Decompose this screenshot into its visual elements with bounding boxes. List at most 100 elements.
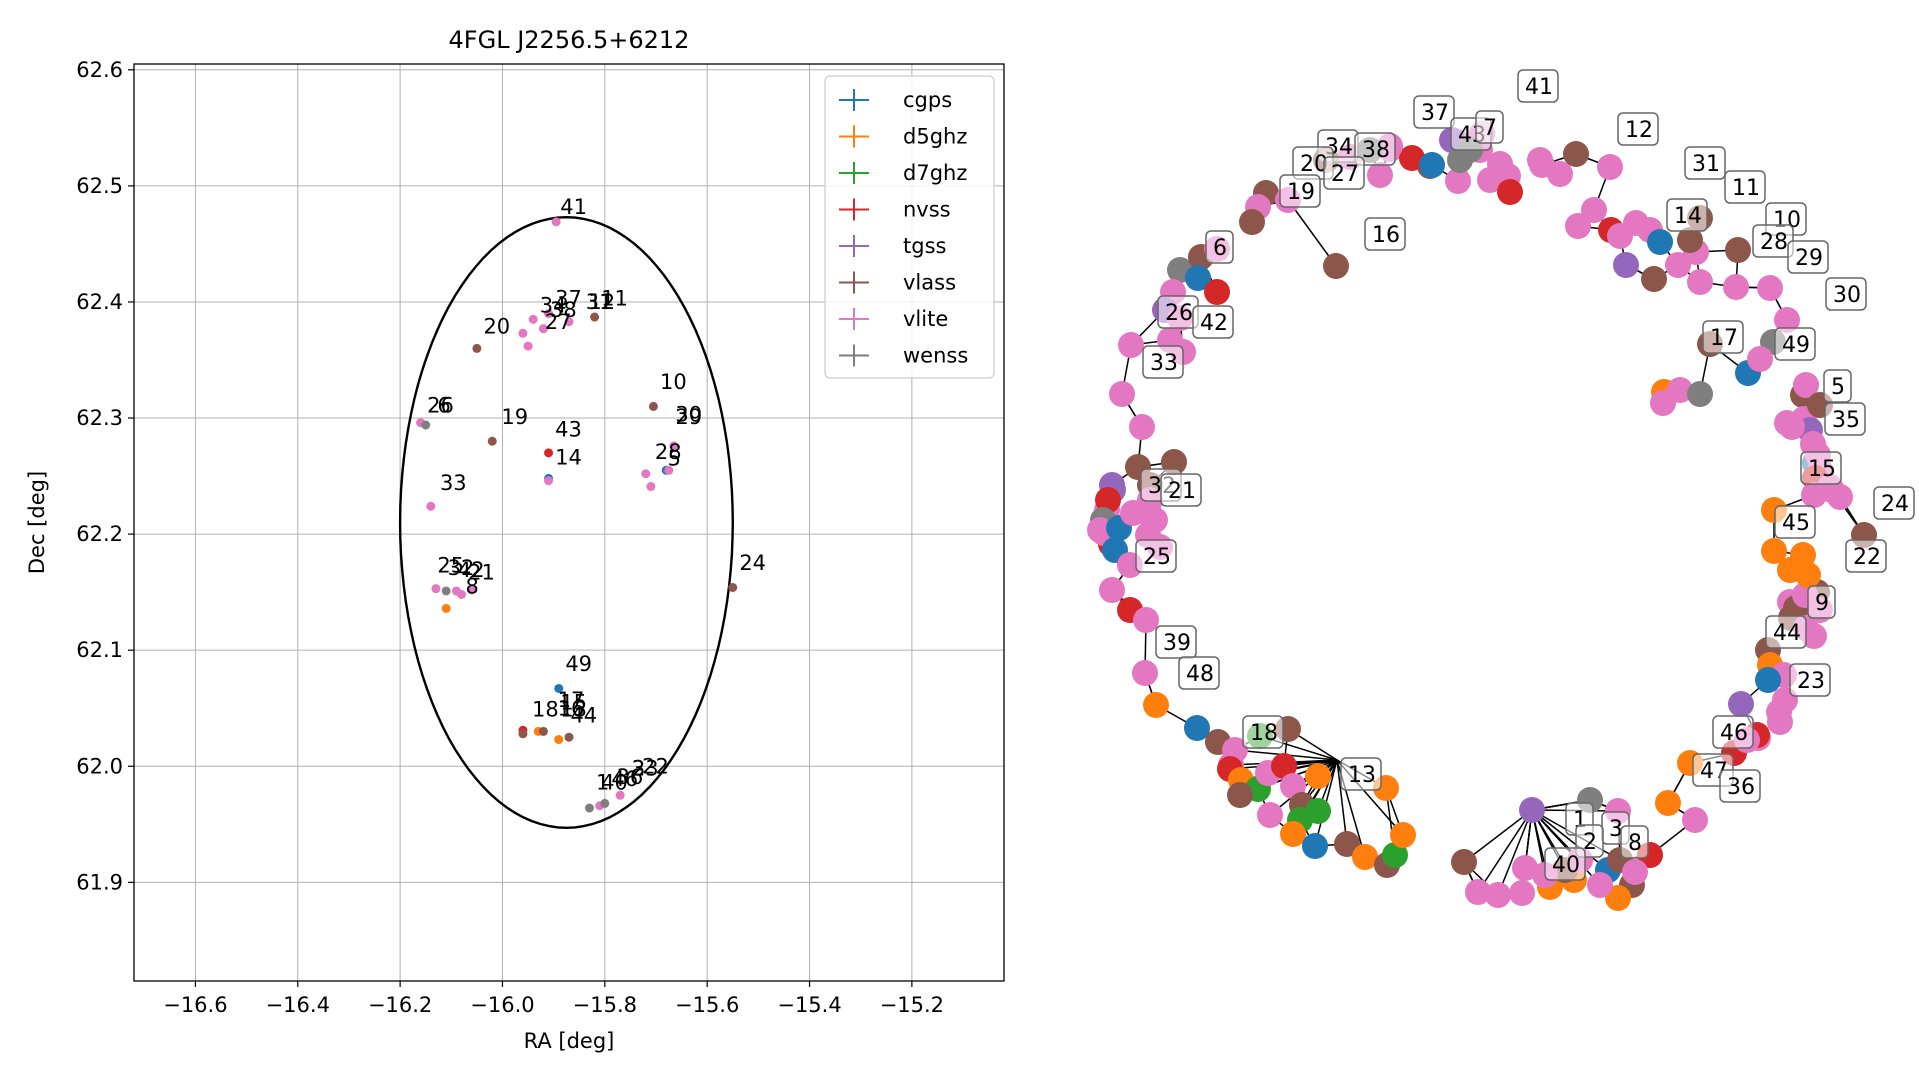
graph-node-vlass	[1334, 831, 1360, 857]
data-point-vlass	[590, 312, 600, 322]
point-label: 41	[560, 195, 587, 219]
data-point-vlite	[544, 476, 554, 486]
graph-node-d5ghz	[1143, 692, 1169, 718]
x-tick-label: −15.8	[573, 993, 637, 1017]
point-label: 1	[596, 771, 609, 795]
graph-node-d5ghz	[1761, 538, 1787, 564]
graph-node-label-box	[1824, 402, 1866, 436]
graph-node-label-box	[1666, 198, 1708, 232]
graph-node-label: 3	[1609, 817, 1623, 842]
point-label: 12	[588, 290, 615, 314]
graph-node-vlite	[1132, 660, 1158, 686]
point-label: 40	[601, 771, 628, 795]
graph-node-vlite	[1565, 213, 1591, 239]
graph-node-label-box	[1413, 95, 1455, 129]
graph-node-label-box	[1544, 847, 1586, 881]
point-label: 46	[611, 767, 638, 791]
graph-node-vlite	[1120, 500, 1146, 526]
data-point-vlite	[538, 324, 548, 334]
graph-node-vlite	[1747, 346, 1773, 372]
graph-node-vlite	[1367, 162, 1393, 188]
y-tick-label: 62.2	[76, 522, 123, 546]
graph-node-vlite	[1650, 390, 1676, 416]
graph-node-label-box	[1719, 769, 1761, 803]
graph-node-label: 31	[1692, 152, 1720, 177]
graph-node-label: 16	[1372, 223, 1400, 248]
graph-node-vlite	[1597, 154, 1623, 180]
graph-node-label-box	[1617, 112, 1659, 146]
graph-node-d5ghz	[1280, 821, 1306, 847]
point-label: 30	[675, 403, 702, 427]
graph-node-nvss	[1271, 753, 1297, 779]
graph-node-vlite	[1129, 414, 1155, 440]
graph-node-label: 40	[1552, 853, 1580, 878]
data-point-wenss	[441, 586, 451, 596]
graph-node-tgss	[1613, 252, 1639, 278]
point-label: 37	[555, 287, 582, 311]
graph-node-label: 9	[1815, 591, 1829, 616]
uncertainty-ellipse	[398, 215, 734, 830]
graph-node-label: 21	[1168, 479, 1196, 504]
x-tick-label: −16.0	[470, 993, 534, 1017]
data-point-vlite	[646, 482, 656, 492]
graph-node-label: 37	[1421, 101, 1449, 126]
point-label: 22	[642, 754, 669, 778]
legend-label: d5ghz	[903, 125, 967, 149]
graph-node-d5ghz	[1305, 763, 1331, 789]
graph-node-d5ghz	[1390, 822, 1416, 848]
graph-node-label: 5	[1831, 375, 1845, 400]
graph-node-vlass	[1563, 141, 1589, 167]
graph-node-label-box	[1323, 156, 1365, 190]
graph-node-label: 26	[1165, 301, 1193, 326]
graph-node-label: 13	[1348, 763, 1376, 788]
point-label: 17	[558, 688, 585, 712]
data-point-nvss	[544, 448, 554, 458]
graph-edge	[1497, 809, 1533, 896]
graph-edge	[1287, 199, 1337, 267]
graph-node-d5ghz	[1605, 885, 1631, 911]
data-point-vlass	[538, 726, 548, 736]
graph-node-label: 49	[1782, 333, 1810, 358]
graph-node-label: 6	[1213, 236, 1227, 261]
point-label: 18	[532, 697, 559, 721]
graph-node-wenss	[1447, 147, 1473, 173]
data-point-wenss	[584, 803, 594, 813]
legend: cgps d5ghz d7ghz nvss tgss vlass vlite wenss	[824, 75, 995, 379]
data-point-vlite	[457, 589, 467, 599]
graph-node-nvss	[1497, 179, 1523, 205]
point-label: 32	[448, 556, 475, 580]
legend-label: d7ghz	[903, 161, 967, 185]
data-point-d5ghz	[554, 735, 564, 745]
point-label: 13	[560, 697, 587, 721]
graph-node-label: 23	[1797, 669, 1825, 694]
graph-node-label: 11	[1732, 176, 1760, 201]
y-axis-label: Dec [deg]	[25, 471, 49, 574]
graph-node-label-box	[1142, 345, 1184, 379]
graph-node-wenss	[1687, 381, 1713, 407]
data-point-vlass	[487, 436, 497, 446]
point-label: 21	[468, 561, 495, 585]
graph-node-vlite	[1587, 872, 1613, 898]
y-tick-label: 62.4	[76, 290, 123, 314]
point-label: 14	[555, 446, 582, 470]
point-label: 10	[660, 370, 687, 394]
y-tick-label: 62.6	[76, 58, 123, 82]
graph-node-label-box	[1242, 715, 1284, 749]
graph-node-vlite	[1445, 168, 1471, 194]
data-point-vlass	[648, 401, 658, 411]
graph-node-label: 15	[1808, 457, 1836, 482]
graph-node-label: 19	[1287, 180, 1315, 205]
graph-node-vlite	[1682, 807, 1708, 833]
graph-node-vlite	[1109, 381, 1135, 407]
graph-node-vlite	[1779, 414, 1805, 440]
point-label: 25	[437, 554, 464, 578]
graph-node-label: 48	[1186, 662, 1214, 687]
graph-node-label: 45	[1782, 511, 1810, 536]
x-tick-label: −15.2	[880, 993, 944, 1017]
y-tick-label: 61.9	[76, 870, 123, 894]
graph-node-label-box	[1135, 539, 1177, 573]
plot-frame	[133, 63, 1005, 982]
graph-node-label-box	[1825, 277, 1867, 311]
